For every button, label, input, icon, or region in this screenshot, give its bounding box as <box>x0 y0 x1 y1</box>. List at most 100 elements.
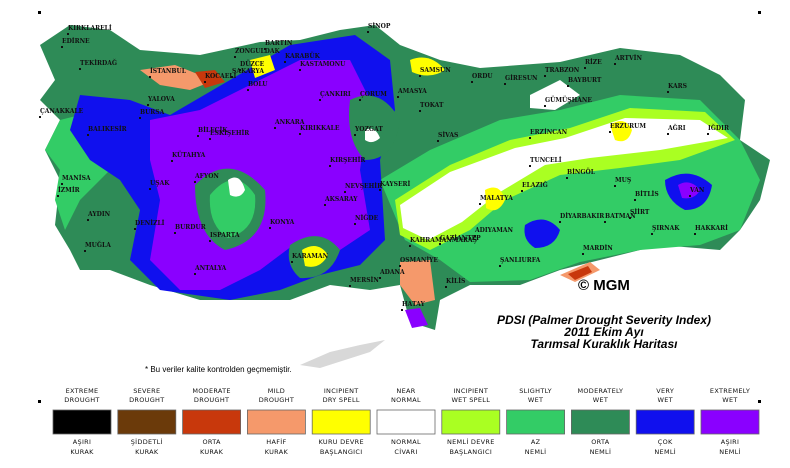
legend-label-en: WET SPELL <box>451 396 490 404</box>
city-dot <box>474 235 476 237</box>
region <box>209 180 256 238</box>
legend-label-en: WET <box>593 396 608 404</box>
city-label: BİTLİS <box>635 191 659 198</box>
city-label: KARAMAN <box>292 253 329 260</box>
legend-label-tr: AŞIRI <box>721 438 739 446</box>
city-label: KAHRAMANMARAŞ <box>410 237 477 244</box>
legend-swatch <box>311 409 371 435</box>
city-dot <box>584 67 586 69</box>
city-dot <box>479 203 481 205</box>
city-label: SİNOP <box>368 23 391 30</box>
city-label: KONYA <box>270 219 295 226</box>
legend-swatch <box>635 409 695 435</box>
city-dot <box>57 195 59 197</box>
city-dot <box>194 181 196 183</box>
city-label: BAYBURT <box>568 77 602 84</box>
cyprus <box>300 340 385 368</box>
region <box>524 219 560 248</box>
city-label: KIRKLARELİ <box>68 25 112 32</box>
city-dot <box>354 134 356 136</box>
city-dot <box>291 261 293 263</box>
city-label: KASTAMONU <box>300 61 346 68</box>
city-label: ADIYAMAN <box>474 227 514 234</box>
city-dot <box>197 135 199 137</box>
city-label: KÜTAHYA <box>172 152 206 159</box>
legend-swatch <box>117 409 177 435</box>
city-dot <box>604 221 606 223</box>
region <box>678 182 700 199</box>
city-dot <box>87 219 89 221</box>
legend-swatch <box>441 409 501 435</box>
city-label: YALOVA <box>147 96 175 103</box>
city-dot <box>344 191 346 193</box>
city-dot <box>247 89 249 91</box>
city-dot <box>234 56 236 58</box>
city-label: BATMAN <box>605 213 636 220</box>
legend-label-tr: NEMLİ <box>719 447 741 456</box>
city-label: TEKİRDAĞ <box>80 59 117 67</box>
city-label: ESKİŞEHİR <box>210 130 250 137</box>
city-label: ŞIRNAK <box>652 225 680 232</box>
city-label: ÇORUM <box>360 91 387 98</box>
city-label: NİĞDE <box>355 214 379 222</box>
city-label: VAN <box>689 187 705 194</box>
region <box>400 118 728 240</box>
note: * Bu veriler kalite kontrolden geçmemişt… <box>145 365 292 374</box>
city-label: DENİZLİ <box>135 220 165 227</box>
legend-label-en: SEVERE <box>133 387 160 395</box>
city-dot <box>529 165 531 167</box>
city-dot <box>349 285 351 287</box>
city-dot <box>299 133 301 135</box>
city-label: GİRESUN <box>505 75 538 82</box>
city-label: SAMSUN <box>420 67 451 74</box>
city-label: TOKAT <box>420 102 444 109</box>
city-label: MUŞ <box>615 177 631 184</box>
legend-label-tr: NEMLİ <box>590 447 612 456</box>
city-label: AMASYA <box>397 88 427 95</box>
turkey-map <box>40 25 770 368</box>
city-dot <box>61 183 63 185</box>
city-dot <box>359 99 361 101</box>
city-label: KOCAELİ <box>205 73 237 80</box>
legend-label-en: EXTREMELY <box>710 387 750 395</box>
city-label: AFYON <box>194 173 219 180</box>
legend-label-en: EXTREME <box>66 387 99 395</box>
legend-label-tr: ORTA <box>202 438 221 446</box>
legend-label-tr: KURAK <box>135 448 159 456</box>
legend-swatch <box>182 409 242 435</box>
city-label: NEVŞEHİR <box>345 183 383 190</box>
city-dot <box>559 221 561 223</box>
legend-label-en: INCIPIENT <box>453 387 488 395</box>
city-dot <box>39 116 41 118</box>
legend-swatch <box>52 409 112 435</box>
legend-label-tr: AŞIRI <box>73 438 91 446</box>
city-label: ELAZIĞ <box>522 181 548 189</box>
city-label: TUNCELİ <box>530 157 562 164</box>
legend-label-tr: KURAK <box>70 448 94 456</box>
city-label: AYDIN <box>87 211 111 218</box>
city-dot <box>284 61 286 63</box>
region <box>610 121 632 142</box>
title-block: PDSI (Palmer Drought Severity Index)2011… <box>497 313 711 351</box>
city-dot <box>399 265 401 267</box>
city-label: MERSİN <box>350 277 379 284</box>
legend-label-tr: ORTA <box>591 438 610 446</box>
legend-label-tr: BAŞLANGICI <box>320 448 363 456</box>
region <box>195 70 225 88</box>
city-label: GÜMÜŞHANE <box>545 97 592 104</box>
legend-label-tr: ŞİDDETLİ <box>131 437 163 446</box>
city-label: BURSA <box>140 109 165 116</box>
city-label: HATAY <box>402 301 425 308</box>
city-dot <box>419 75 421 77</box>
city-label: ÇANKIRI <box>320 91 351 98</box>
city-label: MARDİN <box>583 245 613 252</box>
region <box>302 246 328 267</box>
legend-label-en: WET <box>657 396 672 404</box>
city-dot <box>209 240 211 242</box>
legend-label-en: MILD <box>268 387 285 395</box>
legend-label-tr: NORMAL <box>391 438 421 446</box>
city-label: BİLECİK <box>198 127 228 134</box>
region <box>150 60 370 290</box>
legend-label-tr: KURU DEVRE <box>319 438 364 446</box>
